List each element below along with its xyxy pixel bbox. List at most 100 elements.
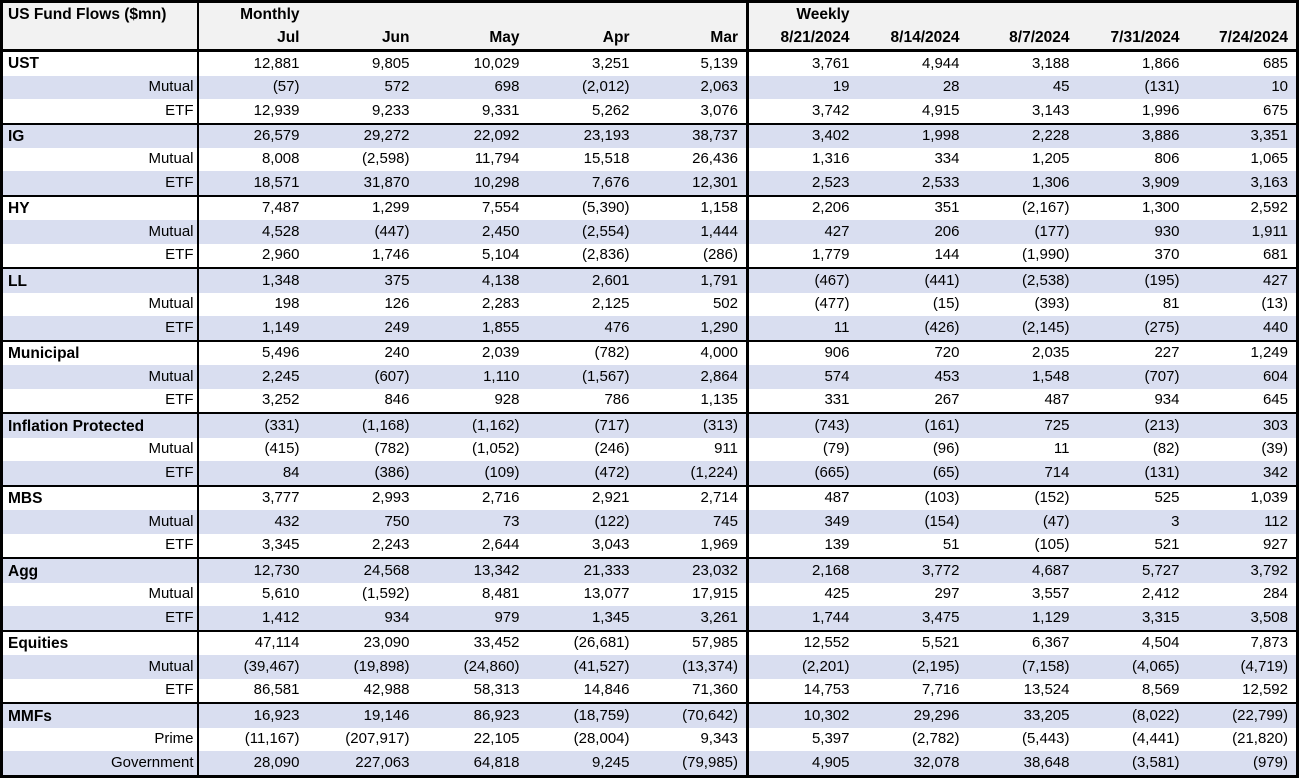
value-cell: 3,351 <box>1187 122 1298 148</box>
value-cell: 33,205 <box>967 702 1078 728</box>
value-cell: (15) <box>932 295 960 313</box>
table-row: MMFs 16,923 19,146 86,923 (18,759) (70,642) 10… <box>1 702 1298 728</box>
value-cell: 249 <box>307 316 418 341</box>
value-cell: 28 <box>857 75 968 99</box>
table-row: Agg 12,730 24,568 13,342 21,333 23,032 2,168 3,… <box>1 557 1298 583</box>
value-cell: 745 <box>637 510 748 534</box>
value-cell: 1,998 <box>857 122 968 148</box>
row-sub-label: Mutual <box>1 75 199 99</box>
value-cell: 3,792 <box>1187 557 1298 583</box>
value-cell: 525 <box>1077 484 1188 511</box>
value-cell: 604 <box>1187 365 1298 389</box>
value-cell: (1,990) <box>1021 246 1070 264</box>
value-cell: 1,110 <box>417 365 528 389</box>
value-cell: (441) <box>857 267 968 293</box>
value-cell: (2,598) <box>361 150 410 168</box>
value-cell: 21,333 <box>527 557 638 583</box>
table-body: UST 12,881 9,805 10,029 3,251 5,139 3,761 4,944… <box>1 49 1298 777</box>
value-cell: (122) <box>527 510 638 534</box>
column-header-week-1: 8/21/2024 <box>746 26 858 52</box>
value-cell: 3,188 <box>967 49 1078 76</box>
value-cell: 3,261 <box>637 606 748 631</box>
table-row: ETF 84 (386) (109) (472) (1,224) (665) (65) 714(… <box>1 461 1298 486</box>
value-cell: 440 <box>1187 316 1298 341</box>
value-cell: 51 <box>942 536 960 554</box>
section-label: Equities <box>1 629 199 656</box>
value-cell: 38,737 <box>637 122 748 148</box>
value-cell: 18,571 <box>197 171 308 196</box>
value-cell: (4,065) <box>1077 655 1188 679</box>
value-cell: 2,245 <box>197 365 308 389</box>
value-cell: 675 <box>1262 101 1288 119</box>
value-cell: 1,135 <box>700 391 738 409</box>
table-row: Mutual 4,528 (447) 2,450 (2,554) 1,444 427 206(… <box>1 220 1298 244</box>
value-cell: 698 <box>417 75 528 99</box>
monthly-group-label: Monthly <box>197 1 308 26</box>
column-header-may: May <box>417 26 528 52</box>
value-cell: 15,518 <box>583 150 630 168</box>
value-cell: 81 <box>1162 295 1180 313</box>
value-cell: (19,898) <box>307 655 418 679</box>
value-cell: (447) <box>307 220 418 244</box>
row-sub-label: ETF <box>1 388 199 414</box>
value-cell: (979) <box>1187 751 1298 777</box>
value-cell: (2,195) <box>857 655 968 679</box>
table-row: ETF 18,571 31,870 10,298 7,676 12,301 2,523 2,5… <box>1 171 1298 196</box>
value-cell: 3,402 <box>746 122 858 148</box>
value-cell: 1,299 <box>307 195 418 221</box>
value-cell: 572 <box>307 75 418 99</box>
value-cell: (275) <box>1077 316 1188 341</box>
value-cell: 7,716 <box>921 681 960 699</box>
value-cell: 685 <box>1187 49 1298 76</box>
value-cell: (22,799) <box>1187 702 1298 728</box>
value-cell: 240 <box>307 339 418 366</box>
value-cell: (152) <box>967 484 1078 511</box>
value-cell: 2,206 <box>746 195 858 221</box>
table-row: Mutual (57) 572 698 (2,012) 2,063 19 28 45 (131) 1… <box>1 75 1298 99</box>
section-label: HY <box>1 195 199 221</box>
value-cell: 1,065 <box>1250 150 1288 168</box>
value-cell: 12,881 <box>197 49 308 76</box>
value-cell: 5,262 <box>591 101 630 119</box>
value-cell: 521 <box>1154 536 1180 554</box>
value-cell: (2,554) <box>527 220 638 244</box>
table-row: Mutual 198 126 2,283 2,125 502 (477) (15) (393) 8… <box>1 292 1298 317</box>
value-cell: 9,245 <box>527 751 638 777</box>
value-cell: 3,742 <box>746 99 858 124</box>
section-label: MMFs <box>1 702 199 728</box>
column-header-apr: Apr <box>527 26 638 52</box>
value-cell: 3,143 <box>1031 101 1070 119</box>
value-cell: 12,592 <box>1242 681 1288 699</box>
value-cell: 2,644 <box>481 536 520 554</box>
value-cell: 3,163 <box>1187 171 1298 196</box>
value-cell: (41,527) <box>527 655 638 679</box>
row-sub-label: Mutual <box>1 292 199 317</box>
value-cell: 927 <box>1262 536 1288 554</box>
value-cell: 84 <box>197 461 308 486</box>
table-row: ETF 1,412 934 979 1,345 3,261 1,744 3,475 1,129 3… <box>1 606 1298 631</box>
value-cell: 8,569 <box>1141 681 1180 699</box>
value-cell: (82) <box>1152 440 1180 458</box>
value-cell: 86,581 <box>253 681 300 699</box>
value-cell: 10,298 <box>417 171 528 196</box>
row-sub-label: ETF <box>1 171 199 196</box>
value-cell: 645 <box>1262 391 1288 409</box>
value-cell: (1,162) <box>417 412 528 438</box>
row-sub-label: Mutual <box>1 365 199 389</box>
row-sub-label: Mutual <box>1 655 199 679</box>
table-row: Mutual 432 750 73 (122) 745 349 (154) (47) 3 112 <box>1 510 1298 534</box>
value-cell: (8,022) <box>1077 702 1188 728</box>
row-sub-label: ETF <box>1 99 199 124</box>
section-label: Agg <box>1 557 199 583</box>
value-cell: (11,167) <box>244 730 300 748</box>
value-cell: 4,528 <box>197 220 308 244</box>
value-cell: 3,315 <box>1077 606 1188 631</box>
value-cell: 2,921 <box>527 484 638 511</box>
row-sub-label: Prime <box>1 727 199 752</box>
value-cell: 32,078 <box>857 751 968 777</box>
value-cell: 42,988 <box>363 681 410 699</box>
value-cell: 370 <box>1154 246 1180 264</box>
value-cell: 227 <box>1077 339 1188 366</box>
